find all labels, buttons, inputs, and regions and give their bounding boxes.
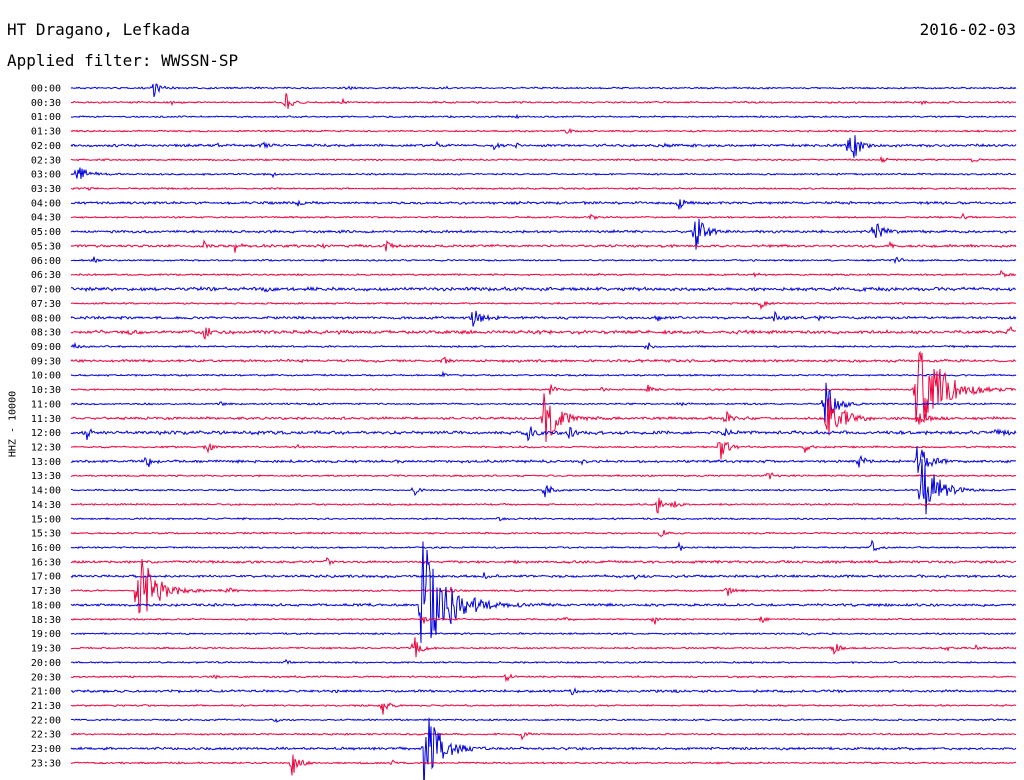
- trace-line: [70, 529, 1017, 538]
- trace-line: [70, 497, 1017, 514]
- row-time-label: 04:30: [31, 213, 61, 224]
- trace-line: [70, 718, 1017, 723]
- date-label: 2016-02-03: [919, 20, 1016, 39]
- trace-line: [70, 256, 1017, 265]
- row-time-label: 01:00: [31, 112, 61, 123]
- row-time-label: 07:30: [31, 299, 61, 310]
- row-time-label: 03:30: [31, 184, 61, 195]
- row-time-label: 06:30: [31, 270, 61, 281]
- row-time-label: 18:00: [31, 600, 61, 611]
- row-time-label: 12:00: [31, 428, 61, 439]
- trace-line: [70, 539, 1017, 552]
- row-time-label: 16:00: [31, 543, 61, 554]
- row-time-label: 19:30: [31, 644, 61, 655]
- trace-line: [70, 167, 1017, 179]
- trace-line: [70, 717, 1017, 780]
- row-time-label: 22:00: [31, 715, 61, 726]
- row-time-label: 18:30: [31, 615, 61, 626]
- trace-line: [70, 212, 1017, 221]
- row-time-label: 23:00: [31, 744, 61, 755]
- trace-line: [70, 135, 1017, 158]
- row-time-label: 10:00: [31, 371, 61, 382]
- trace-line: [70, 731, 1017, 741]
- row-time-label: 02:30: [31, 155, 61, 166]
- trace-line: [70, 127, 1017, 135]
- row-time-label: 03:00: [31, 170, 61, 181]
- row-time-label: 04:00: [31, 198, 61, 209]
- trace-line: [70, 558, 1017, 614]
- row-time-label: 20:00: [31, 658, 61, 669]
- trace-line: [70, 83, 1017, 98]
- trace-line: [70, 472, 1017, 480]
- row-time-label: 14:30: [31, 500, 61, 511]
- trace-line: [70, 516, 1017, 522]
- row-time-label: 06:00: [31, 256, 61, 267]
- trace-line: [70, 458, 1017, 515]
- row-time-label: 21:30: [31, 701, 61, 712]
- trace-line: [70, 632, 1017, 636]
- trace-line: [70, 616, 1017, 625]
- row-time-label: 10:30: [31, 385, 61, 396]
- row-time-label: 19:00: [31, 629, 61, 640]
- row-time-label: 23:30: [31, 758, 61, 769]
- trace-line: [70, 285, 1017, 293]
- trace-line: [70, 658, 1017, 665]
- row-time-label: 11:00: [31, 399, 61, 410]
- row-time-label: 05:00: [31, 227, 61, 238]
- station-title: HT Dragano, Lefkada: [7, 20, 191, 39]
- trace-line: [71, 350, 1017, 423]
- trace-line: [70, 310, 1017, 327]
- trace-line: [70, 393, 1017, 443]
- row-time-label: 09:30: [31, 356, 61, 367]
- trace-line: [70, 754, 1016, 776]
- row-time-label: 12:30: [31, 443, 61, 454]
- row-time-label: 21:00: [31, 687, 61, 698]
- trace-line: [70, 673, 1016, 683]
- row-time-label: 00:00: [31, 84, 61, 95]
- row-time-label: 07:00: [31, 285, 61, 296]
- trace-line: [70, 113, 1017, 119]
- trace-line: [70, 269, 1017, 278]
- trace-line: [70, 199, 1017, 210]
- trace-line: [70, 356, 1017, 364]
- trace-line: [70, 637, 1017, 658]
- trace-line: [70, 702, 1017, 715]
- row-time-label: 16:30: [31, 557, 61, 568]
- trace-line: [70, 687, 1017, 696]
- row-time-label: 15:00: [31, 514, 61, 525]
- row-time-label: 11:30: [31, 414, 61, 425]
- trace-line: [70, 341, 1017, 350]
- row-time-label: 17:30: [31, 586, 61, 597]
- row-time-label: 15:30: [31, 529, 61, 540]
- trace-line: [70, 326, 1017, 341]
- row-time-label: 00:30: [31, 98, 61, 109]
- trace-line: [70, 557, 1017, 567]
- trace-line: [70, 93, 1017, 109]
- row-time-label: 08:30: [31, 328, 61, 339]
- trace-line: [70, 300, 1017, 311]
- row-time-label: 14:00: [31, 486, 61, 497]
- row-time-label: 01:30: [31, 127, 61, 138]
- row-time-label: 22:30: [31, 730, 61, 741]
- trace-line: [70, 239, 1017, 253]
- row-time-label: 02:00: [31, 141, 61, 152]
- row-time-label: 17:00: [31, 572, 61, 583]
- row-time-label: 13:00: [31, 457, 61, 468]
- trace-line: [70, 446, 1017, 473]
- trace-line: [70, 541, 1017, 643]
- row-time-label: 20:30: [31, 672, 61, 683]
- filter-label: Applied filter: WWSSN-SP: [7, 51, 239, 70]
- trace-line: [70, 155, 1017, 163]
- trace-line: [70, 186, 1017, 191]
- row-time-label: 09:00: [31, 342, 61, 353]
- row-time-label: 05:30: [31, 241, 61, 252]
- trace-line: [70, 218, 1017, 250]
- trace-line: [70, 572, 1017, 581]
- trace-line: [70, 426, 1017, 442]
- trace-line: [70, 370, 1017, 378]
- row-time-label: 08:00: [31, 313, 61, 324]
- trace-line: [70, 441, 1017, 460]
- row-time-label: 13:30: [31, 471, 61, 482]
